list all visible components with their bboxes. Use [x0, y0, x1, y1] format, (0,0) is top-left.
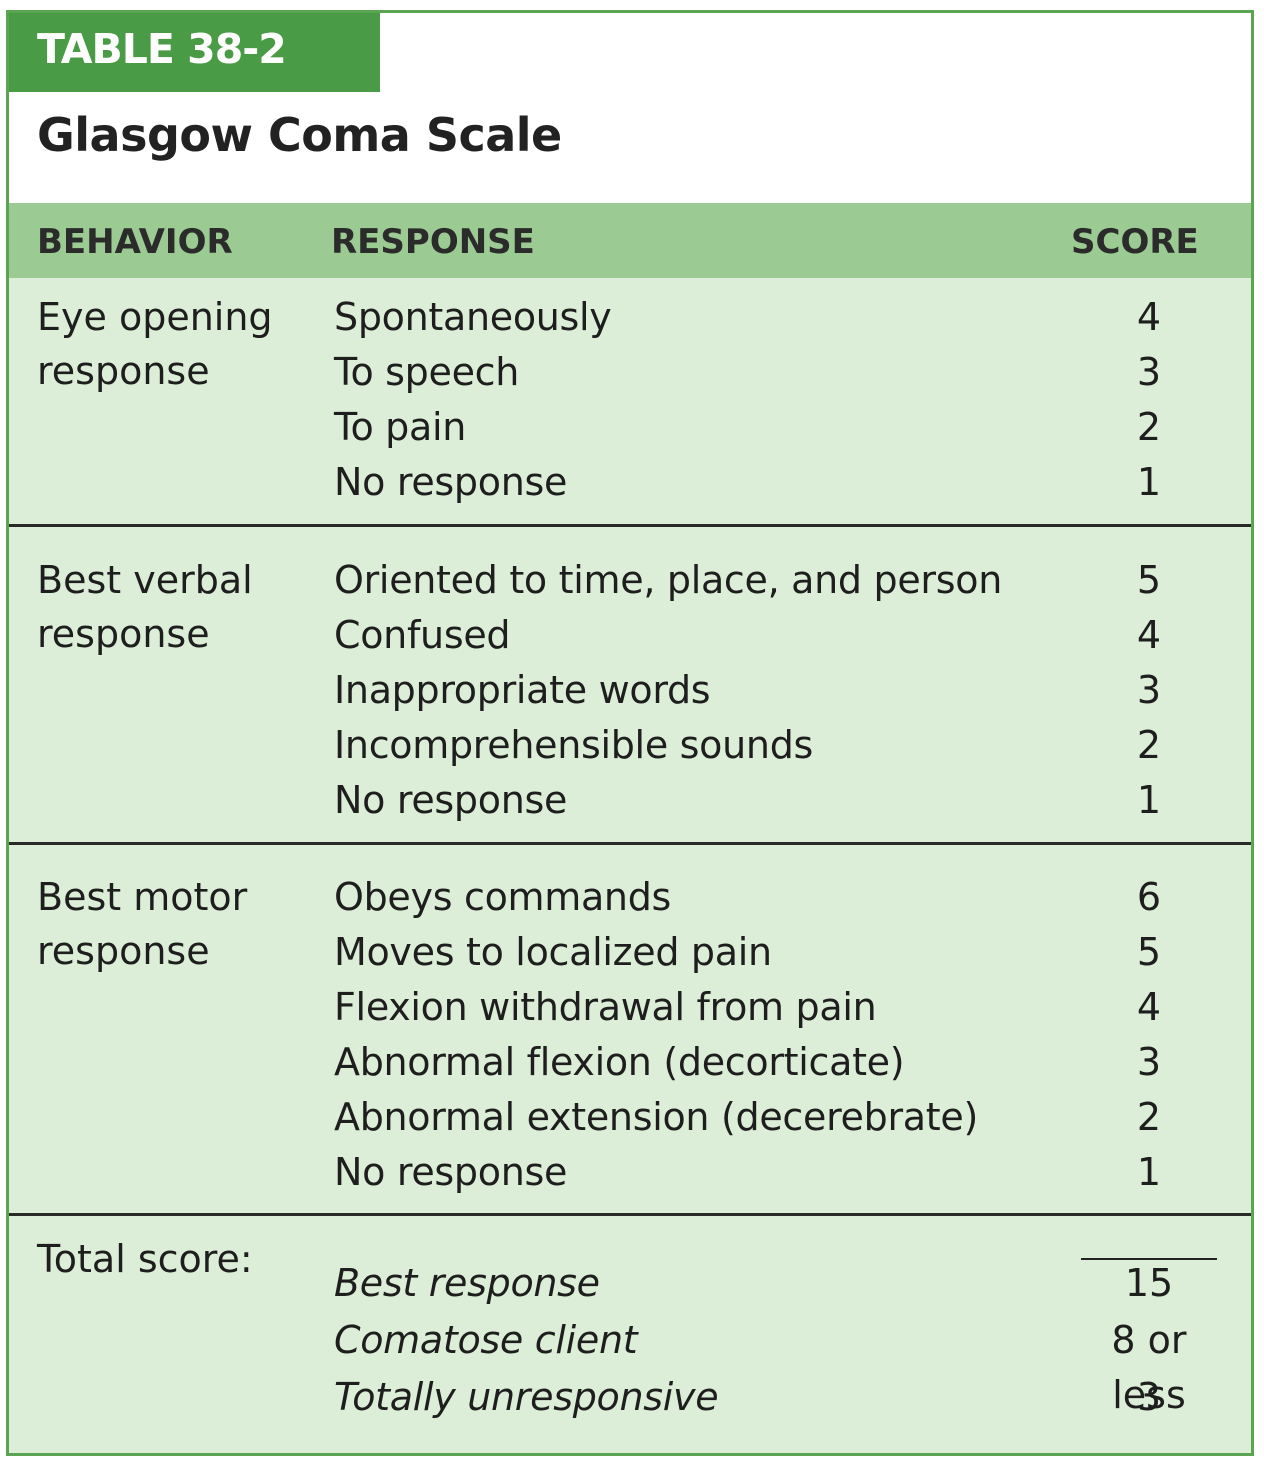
score-cell: 3 [1136, 668, 1162, 712]
table-row: Confused 4 [9, 608, 1251, 663]
response-cell: Moves to localized pain [334, 930, 772, 974]
table-row: Abnormal extension (decerebrate) 2 [9, 1090, 1251, 1145]
score-cell: 1 [1136, 778, 1162, 822]
total-rule [1081, 1258, 1217, 1260]
response-cell: Incomprehensible sounds [334, 723, 814, 767]
score-cell: 6 [1136, 875, 1162, 919]
score-cell: 5 [1136, 558, 1162, 602]
score-cell: 2 [1136, 1095, 1162, 1139]
response-cell: Inappropriate words [334, 668, 711, 712]
score-cell: 1 [1136, 460, 1162, 504]
table-row: Comatose client 8 or less [9, 1313, 1251, 1417]
score-cell: 2 [1136, 405, 1162, 449]
score-cell: 5 [1136, 930, 1162, 974]
table-row: Totally unresponsive 3 [9, 1370, 1251, 1427]
table-row: Inappropriate words 3 [9, 663, 1251, 718]
response-cell: Best response [334, 1261, 600, 1305]
response-cell: Abnormal flexion (decorticate) [334, 1040, 905, 1084]
response-cell: No response [334, 460, 568, 504]
response-cell: Comatose client [334, 1318, 638, 1362]
behavior-label: Eye opening response [37, 290, 297, 398]
response-cell: Spontaneously [334, 295, 612, 339]
response-cell: No response [334, 1150, 568, 1194]
response-cell: To pain [334, 405, 467, 449]
table-label: TABLE 38-2 [37, 25, 287, 73]
response-cell: No response [334, 778, 568, 822]
score-cell: 3 [1136, 1040, 1162, 1084]
table-row: Spontaneously 4 [9, 290, 1251, 345]
table-row: Incomprehensible sounds 2 [9, 718, 1251, 773]
score-cell: 3 [1136, 350, 1162, 394]
table-header: BEHAVIOR RESPONSE SCORE [9, 203, 1251, 278]
behavior-label: Total score: [37, 1232, 297, 1286]
score-cell: 4 [1136, 295, 1162, 339]
behavior-label-line: response [37, 612, 210, 656]
behavior-label: Best verbal response [37, 553, 297, 661]
behavior-label-line: response [37, 929, 210, 973]
score-cell: 3 [1136, 1375, 1162, 1419]
table-row: Oriented to time, place, and person 5 [9, 553, 1251, 608]
table-row: Moves to localized pain 5 [9, 925, 1251, 980]
response-cell: Confused [334, 613, 511, 657]
score-cell: 4 [1136, 613, 1162, 657]
behavior-label-line: Best motor [37, 875, 248, 919]
score-cell: 2 [1136, 723, 1162, 767]
table-body [9, 278, 1251, 1453]
group-separator [9, 524, 1251, 527]
behavior-label-line: Eye opening [37, 295, 273, 339]
table-row: Flexion withdrawal from pain 4 [9, 980, 1251, 1035]
behavior-label-line: response [37, 349, 210, 393]
response-cell: Flexion withdrawal from pain [334, 985, 877, 1029]
group-separator [9, 842, 1251, 845]
score-cell: 8 or less [1111, 1318, 1187, 1417]
score-cell: 15 [1124, 1261, 1174, 1305]
header-behavior: BEHAVIOR [37, 222, 233, 262]
score-cell: 1 [1136, 1150, 1162, 1194]
table-row: No response 1 [9, 773, 1251, 828]
behavior-label: Best motor response [37, 870, 297, 978]
table-row: Obeys commands 6 [9, 870, 1251, 925]
response-cell: Abnormal extension (decerebrate) [334, 1095, 978, 1139]
table-frame: TABLE 38-2 Glasgow Coma Scale BEHAVIOR R… [6, 10, 1254, 1456]
score-cell: 4 [1136, 985, 1162, 1029]
table-row: Best response 15 [9, 1256, 1251, 1313]
behavior-label-line: Best verbal [37, 558, 253, 602]
header-response: RESPONSE [331, 222, 535, 262]
header-score: SCORE [1071, 222, 1199, 262]
table-row: No response 1 [9, 1145, 1251, 1200]
response-cell: Oriented to time, place, and person [334, 558, 1002, 602]
response-cell: Obeys commands [334, 875, 672, 919]
table-title: Glasgow Coma Scale [37, 108, 562, 162]
behavior-label-line: Total score: [37, 1237, 253, 1281]
table-row: To pain 2 [9, 400, 1251, 455]
table-row: Abnormal flexion (decorticate) 3 [9, 1035, 1251, 1090]
table-row: To speech 3 [9, 345, 1251, 400]
table-label-tab: TABLE 38-2 [9, 13, 380, 92]
response-cell: To speech [334, 350, 520, 394]
group-separator [9, 1213, 1251, 1216]
response-cell: Totally unresponsive [334, 1375, 719, 1419]
table-row: No response 1 [9, 455, 1251, 510]
